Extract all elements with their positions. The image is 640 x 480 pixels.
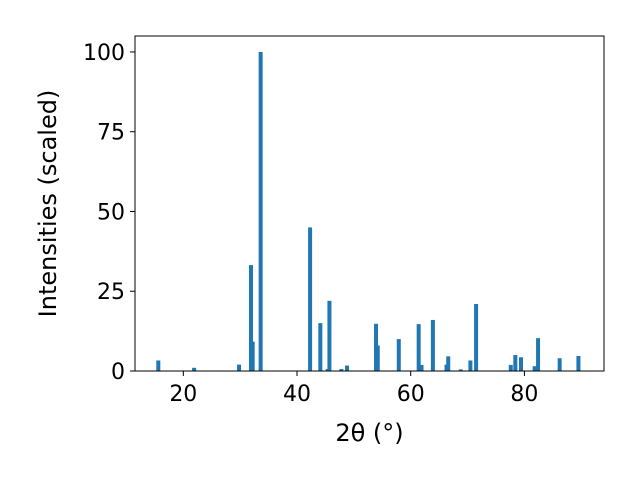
- y-axis-label: Intensities (scaled): [34, 90, 62, 318]
- plot-frame: [134, 35, 605, 372]
- bar: [419, 364, 424, 371]
- bar: [345, 365, 350, 371]
- bar: [446, 356, 451, 371]
- bar: [192, 367, 197, 371]
- bar: [536, 338, 541, 371]
- bar: [513, 355, 518, 371]
- bar: [557, 358, 562, 371]
- y-tick-label: 25: [97, 280, 125, 305]
- y-tick-label: 100: [83, 41, 125, 66]
- bar: [416, 324, 421, 371]
- x-tick-label: 40: [283, 382, 311, 407]
- y-ticks: 0 25 50 75 100: [83, 41, 135, 385]
- y-tick-label: 75: [97, 121, 125, 146]
- x-axis-label: 2θ (°): [335, 419, 403, 447]
- x-ticks: 20 40 60 80: [169, 371, 538, 407]
- bar: [430, 319, 435, 371]
- bar: [258, 51, 263, 371]
- bar: [318, 323, 323, 371]
- bar: [519, 357, 523, 371]
- x-tick-label: 60: [397, 382, 425, 407]
- bar: [508, 364, 513, 371]
- bar: [156, 360, 161, 371]
- bar: [308, 227, 313, 371]
- bar: [327, 300, 332, 371]
- bar: [339, 369, 344, 371]
- bar: [248, 265, 253, 371]
- y-tick-label: 0: [111, 360, 125, 385]
- bar: [250, 341, 255, 371]
- bar: [458, 369, 463, 371]
- x-tick-label: 20: [169, 382, 197, 407]
- bar: [474, 304, 479, 371]
- bar: [576, 356, 581, 371]
- bar: [468, 360, 473, 371]
- bars: [156, 51, 581, 371]
- bar: [375, 345, 380, 371]
- bar: [532, 366, 537, 371]
- y-tick-label: 50: [97, 200, 125, 225]
- bar: [396, 339, 401, 371]
- bar: [237, 364, 242, 371]
- x-tick-label: 80: [510, 382, 538, 407]
